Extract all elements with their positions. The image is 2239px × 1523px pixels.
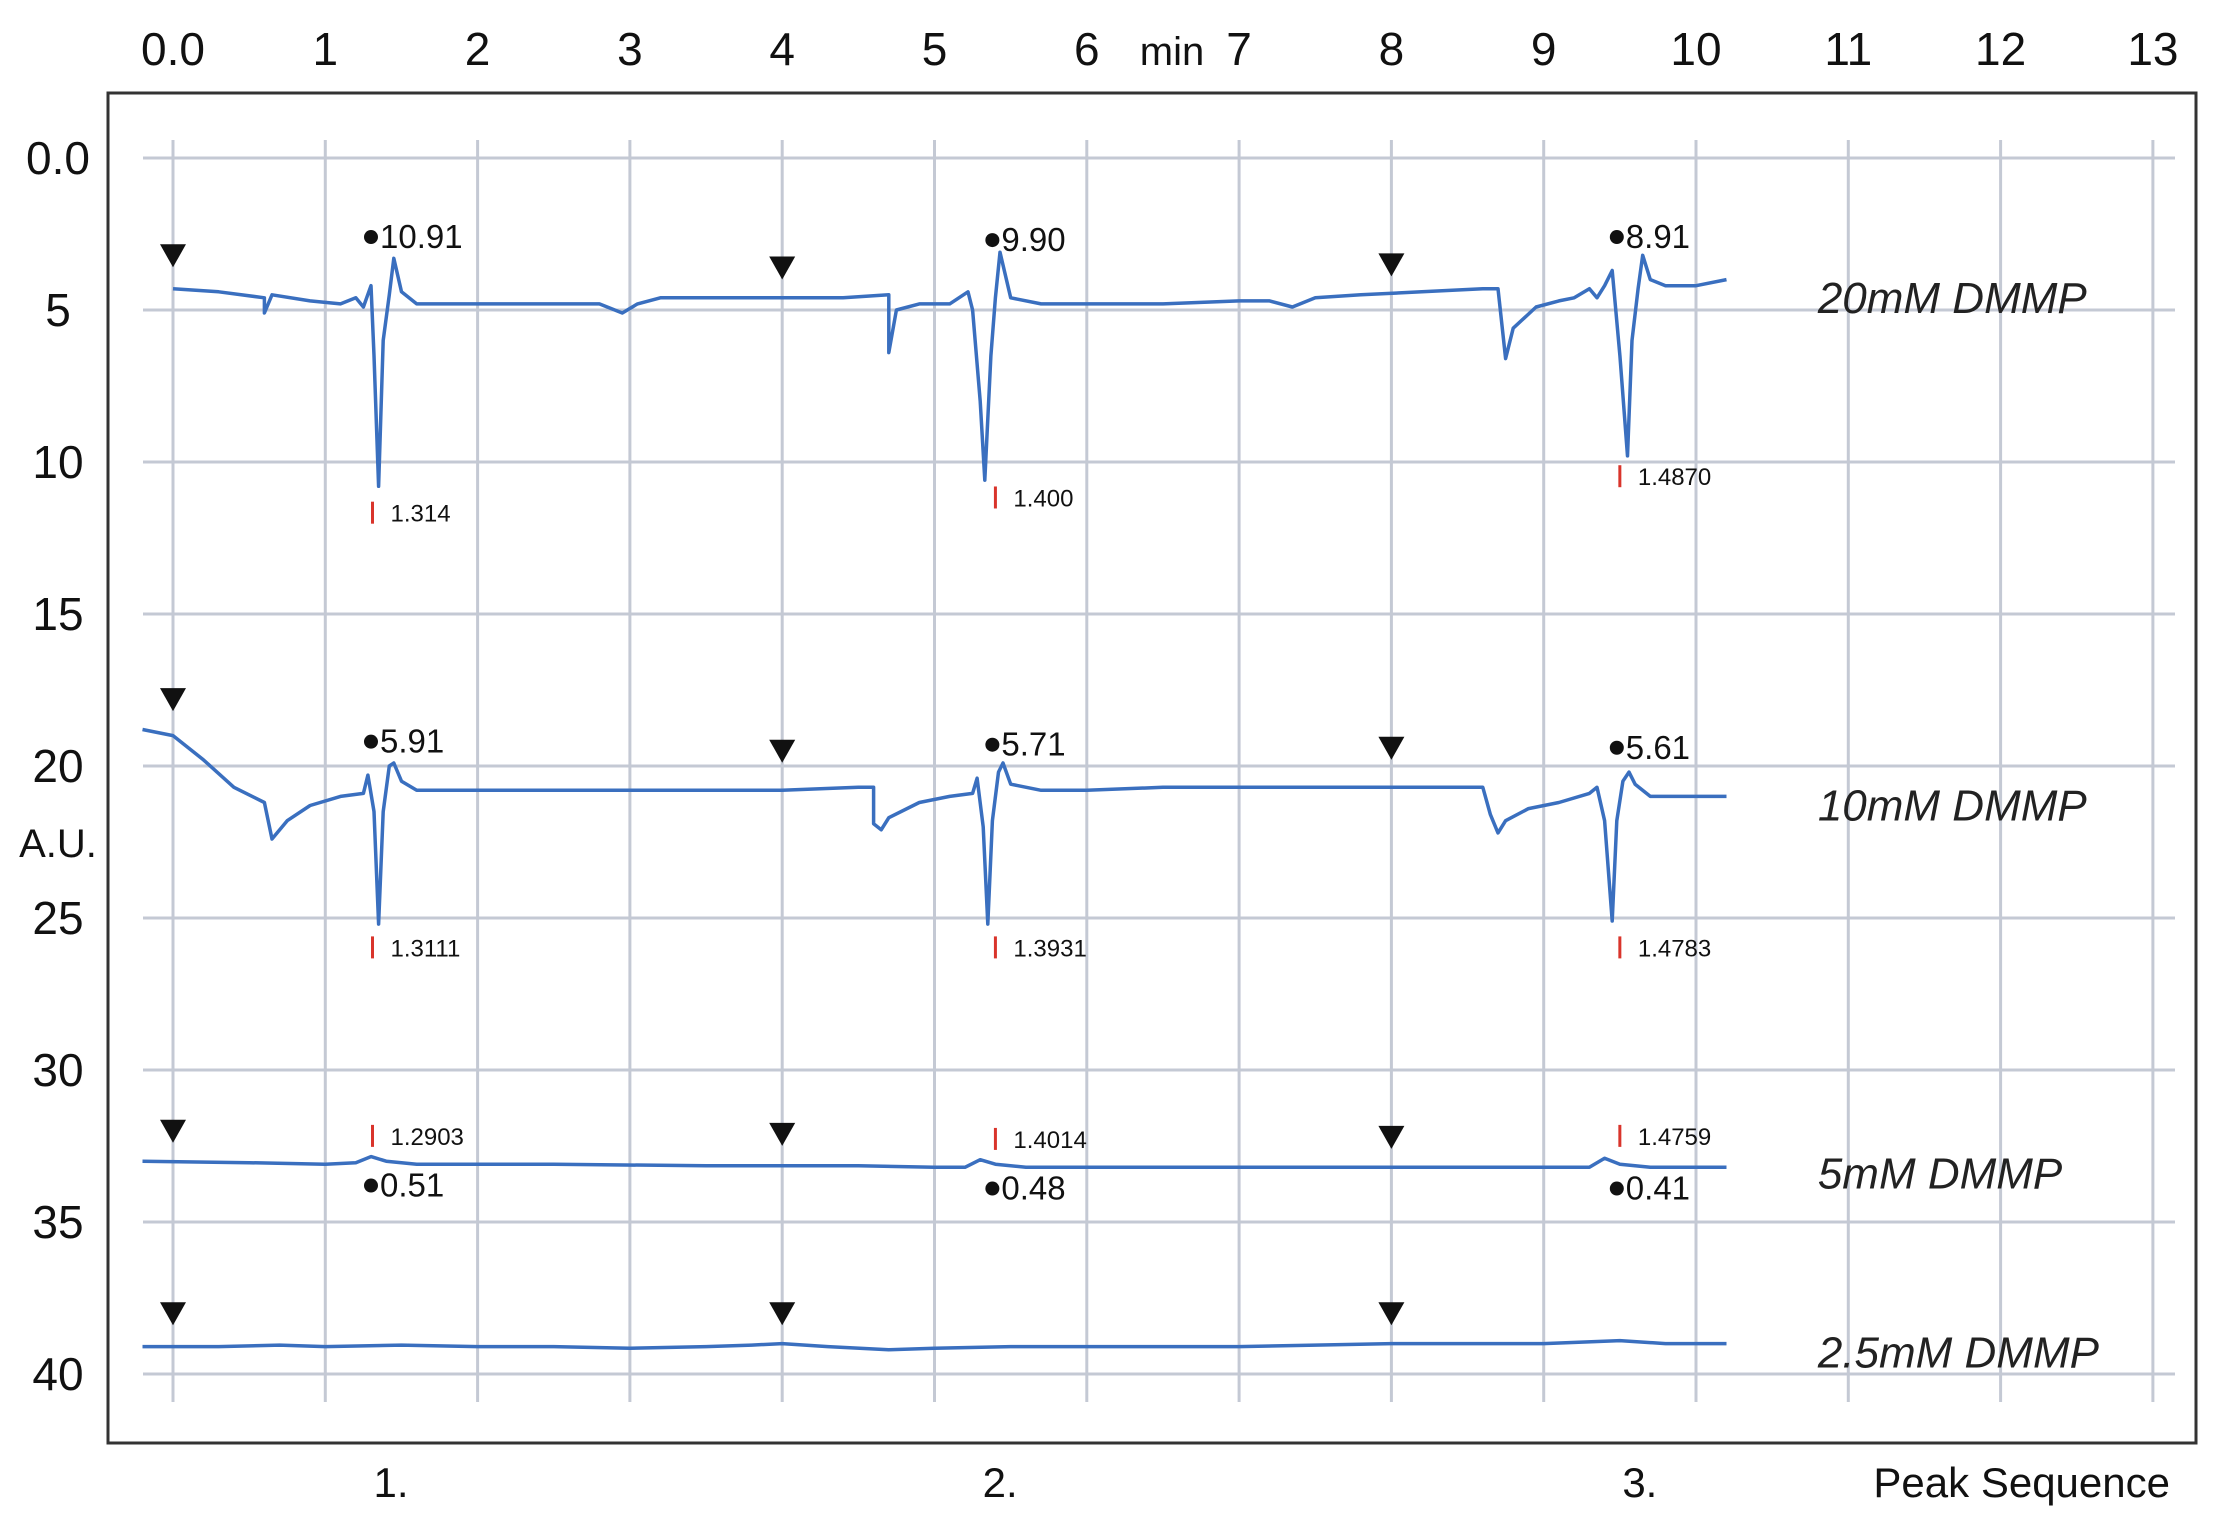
peak-value-label: 5.61	[1626, 729, 1690, 766]
peak-value-label: 5.71	[1001, 726, 1065, 763]
x-tick-label: 13	[2127, 23, 2178, 75]
series-labels: 20mM DMMP 10mM DMMP 5mM DMMP 2.5mM DMMP	[1817, 274, 2100, 1378]
injection-marker	[1378, 1302, 1405, 1326]
peak-value-labels: 10.91 9.90 8.91 5.91 5.71 5.61 0.51 0.48 0.41	[363, 218, 1690, 1207]
x-tick-label: 10	[1670, 23, 1721, 75]
peak-dot	[985, 1181, 1000, 1196]
injection-markers	[160, 244, 1405, 1326]
y-tick-label: 15	[32, 588, 83, 640]
retention-time-label: 1.4759	[1638, 1124, 1711, 1151]
retention-time-label: 1.4783	[1638, 935, 1711, 962]
retention-time-label: 1.314	[391, 501, 451, 528]
y-tick-label: 10	[32, 436, 83, 488]
y-tick-label: 25	[32, 892, 83, 944]
injection-marker	[160, 244, 186, 268]
y-axis: 0.0 5 10 15 20 25 30 35 40	[26, 132, 90, 1400]
retention-time-label: 1.400	[1013, 485, 1073, 512]
x-tick-label: 8	[1379, 23, 1405, 75]
x-tick-label: 0.0	[141, 23, 205, 75]
peak-value-label: 5.91	[380, 723, 444, 760]
injection-marker	[1378, 736, 1405, 760]
retention-time-label: 1.3111	[391, 935, 461, 962]
x-axis-top: 0.0 1 2 3 4 5 6 7 8 9 10 11 12 13	[141, 23, 2178, 75]
y-tick-label: 30	[32, 1044, 83, 1096]
peak-value-label: 0.41	[1626, 1170, 1690, 1207]
y-axis-unit: A.U.	[19, 822, 97, 866]
series-lines	[142, 250, 1727, 1352]
peak-dot	[1609, 740, 1624, 755]
injection-marker	[160, 688, 186, 712]
x-tick-label: 3	[617, 23, 643, 75]
peak-dot	[363, 230, 378, 245]
injection-marker	[160, 1119, 186, 1143]
series-line	[142, 727, 1727, 926]
peak-dot	[363, 1178, 378, 1193]
y-tick-label: 40	[32, 1348, 83, 1400]
peak-sequence-label: 2.	[983, 1459, 1018, 1506]
peak-sequence-label: 3.	[1622, 1459, 1657, 1506]
x-tick-label: 2	[465, 23, 491, 75]
peak-value-label: 0.51	[380, 1167, 444, 1204]
series-label: 20mM DMMP	[1817, 274, 2088, 323]
y-tick-label: 35	[32, 1196, 83, 1248]
peak-dot	[363, 734, 378, 749]
peak-dot	[1609, 1181, 1624, 1196]
injection-marker	[769, 739, 796, 763]
x-tick-label: 9	[1531, 23, 1557, 75]
x-tick-label: 5	[922, 23, 948, 75]
retention-time-label: 1.2903	[391, 1124, 464, 1151]
plot-frame	[106, 91, 2198, 1445]
x-tick-label: 7	[1226, 23, 1252, 75]
injection-marker	[160, 1302, 186, 1326]
injection-marker	[1378, 253, 1405, 277]
retention-time-label: 1.4870	[1638, 464, 1711, 491]
retention-time-labels: 1.314 1.400 1.4870 1.3111 1.3931 1.4783 1.2903…	[371, 464, 1711, 1154]
x-axis-unit: min	[1140, 30, 1204, 74]
injection-marker	[1378, 1125, 1405, 1149]
peak-dot	[1609, 230, 1624, 245]
series-line	[142, 1338, 1727, 1352]
retention-time-label: 1.4014	[1013, 1127, 1086, 1154]
peak-dot	[985, 737, 1000, 752]
injection-marker	[769, 1302, 796, 1326]
series-line	[172, 250, 1727, 489]
gridlines	[143, 140, 2175, 1402]
y-tick-label: 0.0	[26, 132, 90, 184]
series-label: 2.5mM DMMP	[1817, 1329, 2100, 1378]
y-tick-label: 20	[32, 740, 83, 792]
series-label: 5mM DMMP	[1818, 1149, 2063, 1198]
x-tick-label: 6	[1074, 23, 1100, 75]
x-tick-label: 1	[313, 23, 339, 75]
y-tick-label: 5	[45, 284, 71, 336]
peak-sequence-axis: 1. 2. 3.	[373, 1459, 1657, 1506]
injection-marker	[769, 1122, 796, 1146]
x-tick-label: 12	[1975, 23, 2026, 75]
retention-time-label: 1.3931	[1013, 935, 1086, 962]
series-label: 10mM DMMP	[1818, 782, 2088, 831]
peak-value-label: 9.90	[1001, 221, 1065, 258]
series-line	[142, 1154, 1727, 1170]
peak-value-label: 0.48	[1001, 1170, 1065, 1207]
injection-marker	[769, 256, 796, 280]
peak-sequence-title: Peak Sequence	[1873, 1459, 2170, 1506]
x-tick-label: 11	[1824, 23, 1872, 75]
peak-value-label: 8.91	[1626, 218, 1690, 255]
x-tick-label: 4	[769, 23, 795, 75]
peak-value-label: 10.91	[380, 218, 463, 255]
peak-dot	[985, 233, 1000, 248]
peak-sequence-label: 1.	[373, 1459, 408, 1506]
